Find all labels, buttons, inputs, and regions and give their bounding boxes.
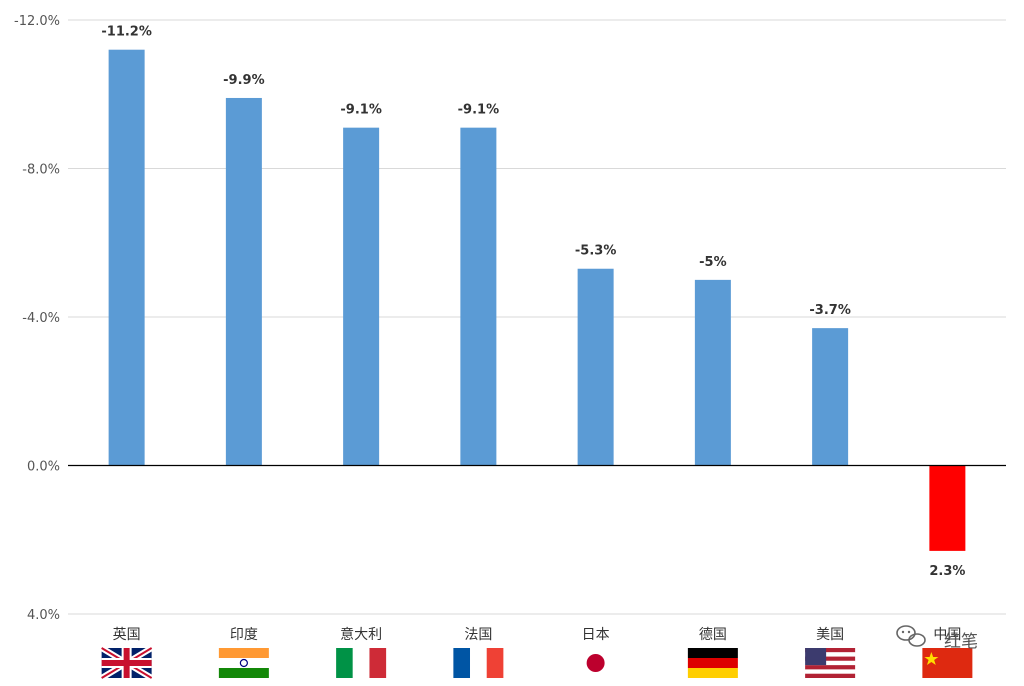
category-label: 美国 — [816, 627, 844, 643]
y-tick-label: 0.0% — [27, 460, 60, 475]
y-tick-label: 4.0% — [27, 608, 60, 623]
data-labels: -11.2% -9.9% -9.1% -9.1% -5.3% -5% -3.7% 2.3% — [101, 25, 965, 579]
data-label: -3.7% — [809, 303, 850, 318]
data-label: -9.9% — [223, 73, 264, 88]
bars — [108, 49, 966, 551]
gridlines — [68, 19, 1006, 615]
category-labels: 英国 印度 意大利 法国 日本 德国 美国 中国 — [113, 626, 962, 643]
category-label: 法国 — [464, 627, 492, 643]
y-axis-tick-labels: -12.0% -8.0% -4.0% 0.0% 4.0% — [14, 14, 60, 623]
watermark-text: 红笔 — [944, 632, 978, 652]
bar — [108, 49, 145, 466]
data-label: -5.3% — [575, 244, 616, 259]
bar — [812, 328, 849, 466]
bar — [225, 97, 262, 466]
flags — [100, 645, 973, 681]
uk-flag-icon — [100, 645, 154, 681]
usa-flag-icon — [805, 648, 856, 678]
category-label: 日本 — [582, 627, 610, 643]
category-label: 英国 — [113, 626, 141, 643]
data-label: -9.1% — [340, 103, 381, 118]
y-tick-label: -4.0% — [22, 311, 60, 326]
germany-flag-icon — [687, 648, 738, 678]
data-label: -5% — [699, 255, 726, 270]
bar — [929, 465, 966, 551]
bar — [343, 127, 380, 466]
italy-flag-icon — [336, 648, 387, 678]
india-flag-icon — [218, 648, 269, 678]
category-label: 意大利 — [340, 626, 382, 643]
bar — [460, 127, 497, 466]
wechat-icon — [896, 625, 926, 647]
bar — [577, 268, 614, 466]
category-label: 德国 — [699, 627, 727, 643]
category-label: 中国 — [933, 627, 961, 643]
data-label: 2.3% — [929, 564, 965, 579]
bar — [694, 279, 731, 466]
china-flag-icon — [922, 648, 973, 678]
france-flag-icon — [453, 648, 504, 678]
watermark: 红笔 — [896, 625, 978, 652]
data-label: -9.1% — [458, 103, 499, 118]
japan-flag-icon — [570, 648, 621, 678]
data-label: -11.2% — [101, 25, 152, 40]
y-tick-label: -8.0% — [22, 163, 60, 178]
category-label: 印度 — [230, 627, 258, 643]
y-tick-label: -12.0% — [14, 14, 60, 29]
